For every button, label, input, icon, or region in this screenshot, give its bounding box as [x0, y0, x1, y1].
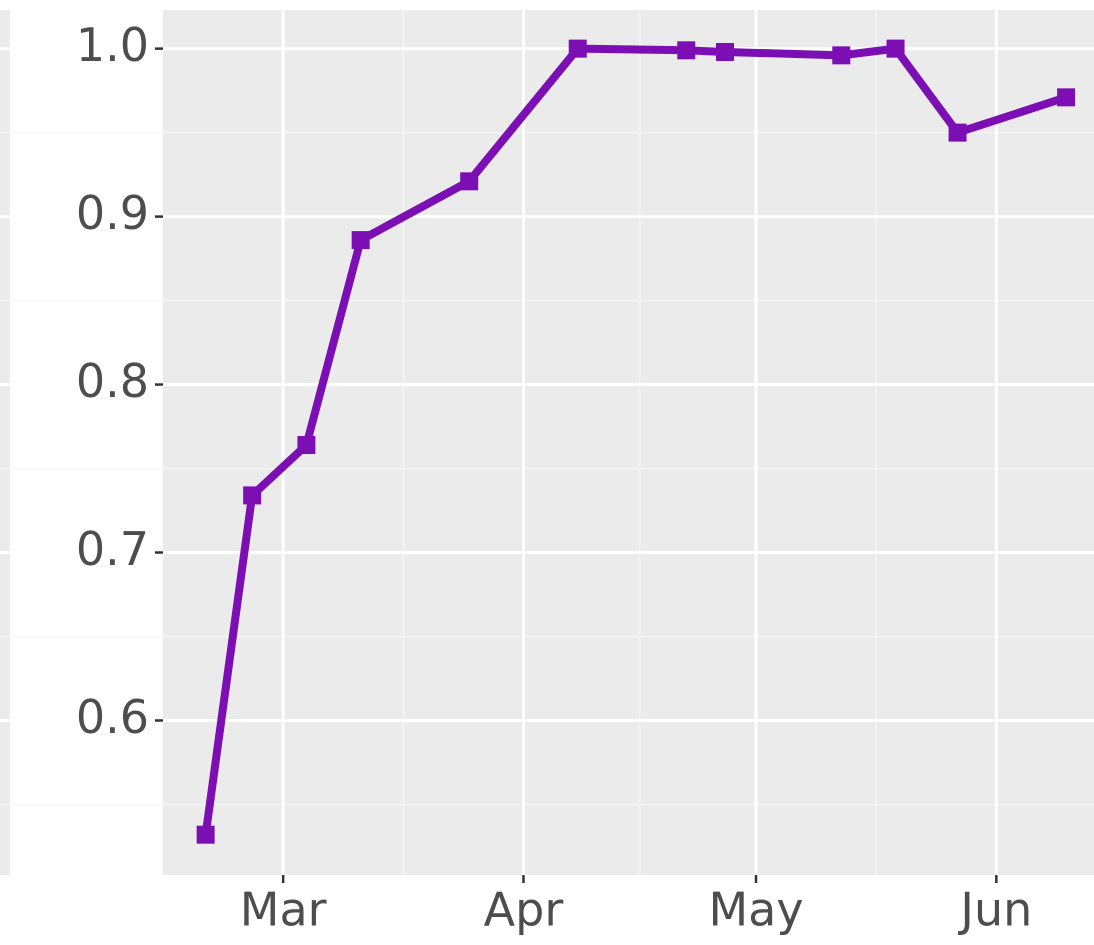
marker [1057, 88, 1076, 107]
marker [460, 172, 479, 191]
y-tick-label: 0.7 [76, 522, 149, 576]
x-tick-label: Jun [957, 883, 1032, 937]
line [201, 44, 1068, 836]
marker [886, 39, 905, 58]
marker [716, 42, 735, 61]
marker [677, 41, 696, 60]
y-tick-label: 0.8 [76, 354, 149, 408]
x-tick-label: Mar [240, 883, 327, 937]
marker [196, 825, 215, 844]
marker [297, 436, 316, 455]
y-tick-label: 1.0 [76, 18, 149, 72]
marker [948, 123, 967, 142]
marker [243, 486, 262, 505]
marker [351, 231, 370, 250]
y-tick-label: 0.9 [76, 186, 149, 240]
plot-background [163, 10, 1094, 875]
x-tick-label: May [708, 883, 803, 937]
marker [832, 46, 851, 65]
adjacent-panel [0, 10, 10, 875]
x-tick-label: Apr [484, 883, 564, 937]
marker [568, 39, 587, 58]
y-tick-label: 0.6 [76, 690, 149, 744]
